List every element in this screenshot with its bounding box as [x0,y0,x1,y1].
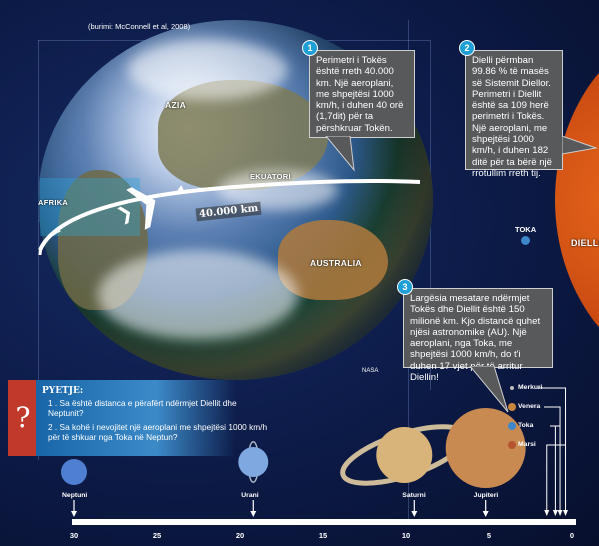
planet-label-merkuri: Merkuri [518,384,543,391]
cloud [98,250,298,340]
planet-urani [238,441,269,483]
planet-label-jupiteri: Jupiteri [473,492,499,499]
scale-tick-label: 20 [235,531,245,540]
planet-toka [508,422,516,430]
highlight-box [40,178,140,236]
distance-scale-bar [72,519,576,525]
inner-planet-arrow [563,510,569,516]
asia-label: AZIA [165,100,187,110]
planet-marsi [508,441,516,449]
africa-label: AFRIKA [38,198,69,207]
planet-pointer-arrow [411,511,418,517]
inner-planet-pointer [544,406,561,515]
source-note: (burimi: McConnell et al, 2008) [88,22,191,31]
inner-planet-pointer [546,444,566,515]
question-2: 2 . Sa kohë i nevojitet një aeroplani me… [48,422,268,442]
questions-title: PYETJE: [42,386,84,396]
callout-1-text: Perimetri i Tokës është rreth 40.000 km.… [316,55,404,134]
scale-tick-label: 0 [569,531,575,540]
planet-label-urani: Urani [241,492,259,499]
planet-body [376,427,433,483]
callout-2: Dielli përmban 99.86 % të masës së Siste… [465,50,563,179]
callout-3-text: Largësia mesatare ndërmjet Tokës dhe Die… [410,293,541,384]
equator-label: EKUATORI [250,172,291,181]
sun-label: DIELLI [571,238,599,248]
planet-pointer-arrow [482,511,489,517]
callout-2-badge: 2 [459,40,475,56]
airplane-icon [117,185,184,230]
inner-planet-pointer [550,425,560,515]
equator-orbit-path [38,179,421,251]
nasa-credit: NASA [362,368,379,374]
guide-line [38,40,39,460]
planet-label-toka: Toka [518,422,534,429]
planet-label-neptuni: Neptuni [62,492,88,499]
toka-label: TOKA [515,225,537,234]
planet-body [61,459,87,485]
planet-body [445,408,526,488]
callout-2-text: Dielli përmban 99.86 % të masës së Siste… [472,55,553,179]
inner-planet-arrow [552,510,558,516]
callout-1: Perimetri i Tokës është rreth 40.000 km.… [309,50,415,138]
callout-3-pointer [469,366,509,413]
planet-label-saturni: Saturni [402,492,426,499]
questions-panel: PYETJE: 1 . Sa është distanca e përafërt… [36,380,267,456]
callout-3: Largësia mesatare ndërmjet Tokës dhe Die… [403,288,553,383]
question-1: 1 . Sa është distanca e përafërt ndërmje… [48,398,237,418]
scale-tick-label: 30 [69,531,79,540]
scale-tick-label: 15 [318,531,328,540]
cloud [128,40,288,100]
orbit-tail [38,228,61,256]
inner-planet-arrow [544,510,550,516]
planet-venera [508,403,516,411]
earth-small-icon [521,236,530,245]
inner-planet-arrow [557,510,563,516]
callout-2-pointer [562,135,598,155]
planet-jupiteri [445,408,526,488]
scale-tick-label: 25 [152,531,162,540]
callout-1-badge: 1 [302,40,318,56]
planet-neptuni [61,459,87,485]
question-mark-icon: ? [8,380,38,456]
callout-3-badge: 3 [397,279,413,295]
earth-illustration [38,20,433,380]
inner-planet-pointer [538,387,567,515]
planet-body [238,447,269,477]
callout-1-pointer [325,136,355,172]
planet-pointer-arrow [250,511,257,517]
planet-pointer-arrow [71,511,77,517]
scale-tick-label: 5 [486,531,492,540]
australia-label: AUSTRALIA [310,258,362,268]
planet-label-venera: Venera [518,403,541,410]
planet-merkuri [510,386,514,390]
scale-tick-label: 10 [401,531,411,540]
planet-label-marsi: Marsi [518,441,536,448]
